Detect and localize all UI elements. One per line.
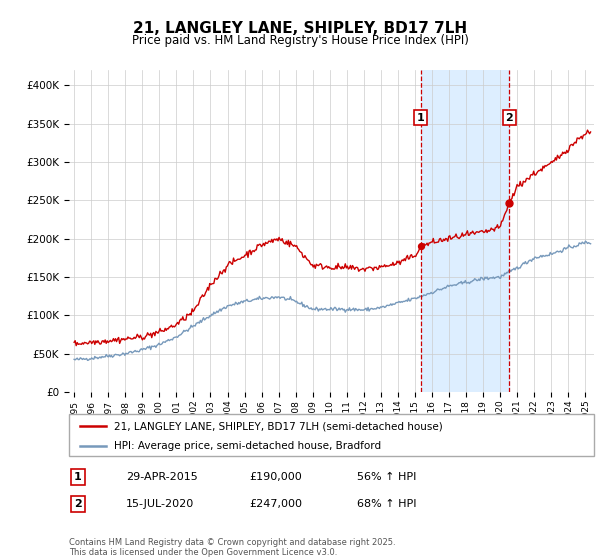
FancyBboxPatch shape [69, 414, 594, 456]
Text: 21, LANGLEY LANE, SHIPLEY, BD17 7LH (semi-detached house): 21, LANGLEY LANE, SHIPLEY, BD17 7LH (sem… [113, 421, 442, 431]
Point [505, 198, 514, 207]
Text: 68% ↑ HPI: 68% ↑ HPI [357, 499, 416, 509]
Point [416, 242, 425, 251]
Text: 56% ↑ HPI: 56% ↑ HPI [357, 472, 416, 482]
Text: 1: 1 [417, 113, 425, 123]
Text: Contains HM Land Registry data © Crown copyright and database right 2025.
This d: Contains HM Land Registry data © Crown c… [69, 538, 395, 557]
Text: HPI: Average price, semi-detached house, Bradford: HPI: Average price, semi-detached house,… [113, 441, 381, 451]
Text: 21, LANGLEY LANE, SHIPLEY, BD17 7LH: 21, LANGLEY LANE, SHIPLEY, BD17 7LH [133, 21, 467, 36]
Text: 1: 1 [74, 472, 82, 482]
Bar [421, 70, 509, 392]
Text: Price paid vs. HM Land Registry's House Price Index (HPI): Price paid vs. HM Land Registry's House … [131, 34, 469, 46]
Text: 2: 2 [74, 499, 82, 509]
Text: £247,000: £247,000 [249, 499, 302, 509]
Text: 29-APR-2015: 29-APR-2015 [126, 472, 198, 482]
Text: 15-JUL-2020: 15-JUL-2020 [126, 499, 194, 509]
Text: 2: 2 [506, 113, 514, 123]
Text: £190,000: £190,000 [249, 472, 302, 482]
